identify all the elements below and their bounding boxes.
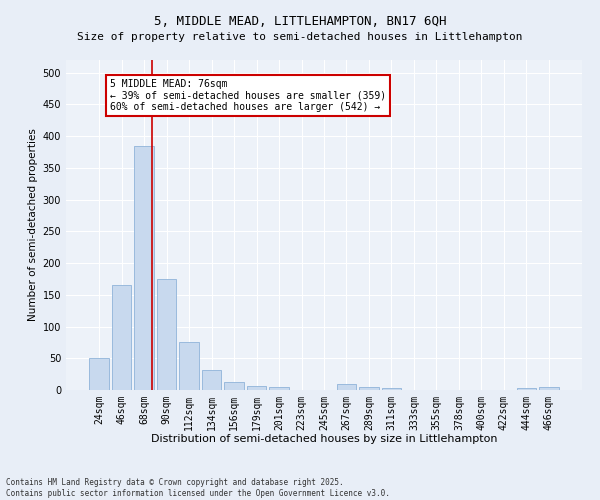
Y-axis label: Number of semi-detached properties: Number of semi-detached properties [28, 128, 38, 322]
X-axis label: Distribution of semi-detached houses by size in Littlehampton: Distribution of semi-detached houses by … [151, 434, 497, 444]
Bar [337, 384, 356, 390]
Bar [269, 387, 289, 390]
Text: Contains HM Land Registry data © Crown copyright and database right 2025.
Contai: Contains HM Land Registry data © Crown c… [6, 478, 390, 498]
Bar [134, 146, 154, 390]
Bar [539, 388, 559, 390]
Bar [112, 286, 131, 390]
Bar [517, 388, 536, 390]
Bar [359, 387, 379, 390]
Text: 5 MIDDLE MEAD: 76sqm
← 39% of semi-detached houses are smaller (359)
60% of semi: 5 MIDDLE MEAD: 76sqm ← 39% of semi-detac… [110, 79, 386, 112]
Bar [179, 342, 199, 390]
Text: 5, MIDDLE MEAD, LITTLEHAMPTON, BN17 6QH: 5, MIDDLE MEAD, LITTLEHAMPTON, BN17 6QH [154, 15, 446, 28]
Bar [382, 388, 401, 390]
Bar [89, 358, 109, 390]
Bar [247, 386, 266, 390]
Text: Size of property relative to semi-detached houses in Littlehampton: Size of property relative to semi-detach… [77, 32, 523, 42]
Bar [202, 370, 221, 390]
Bar [157, 279, 176, 390]
Bar [224, 382, 244, 390]
